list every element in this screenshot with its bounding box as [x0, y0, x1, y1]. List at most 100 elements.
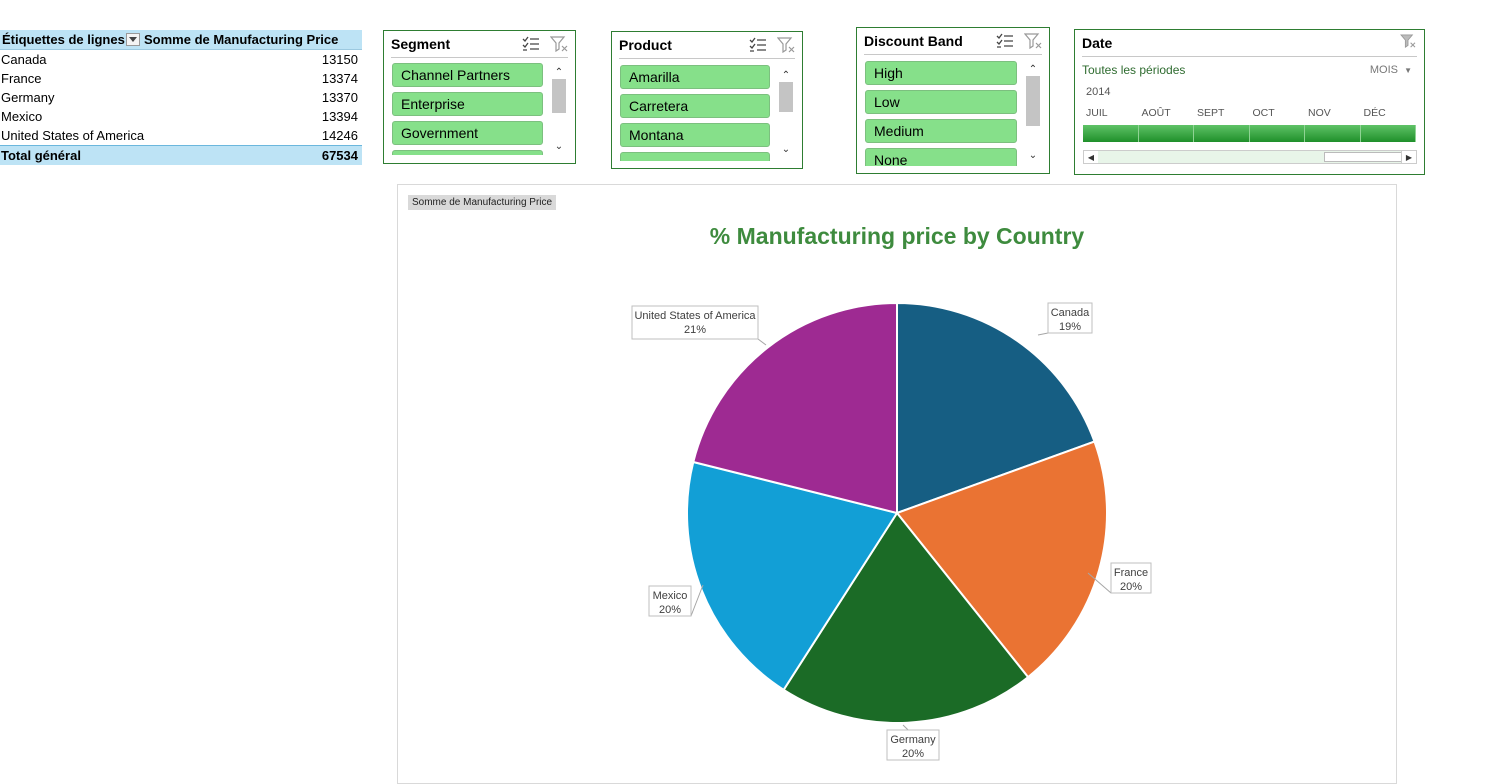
- pie-slice-canada[interactable]: [896, 301, 1096, 515]
- scroll-down-icon[interactable]: ⌄: [1028, 149, 1038, 161]
- scroll-thumb[interactable]: [552, 79, 566, 113]
- slicer-item[interactable]: Carretera: [620, 94, 770, 118]
- data-label-leader-line: [1087, 572, 1112, 594]
- pivot-row-value: 14246: [321, 128, 358, 143]
- data-label-leader-line: [757, 338, 767, 346]
- data-label-percent: 19%: [1059, 321, 1081, 333]
- slicer-item[interactable]: Low: [865, 90, 1017, 114]
- timeline-period-tile[interactable]: [1249, 125, 1305, 142]
- data-label-category: Canada: [1051, 307, 1090, 319]
- pivot-row-label: Mexico: [1, 109, 43, 124]
- timeline-level-dropdown[interactable]: MOIS ▼: [1370, 64, 1412, 76]
- data-label-box[interactable]: [886, 729, 940, 761]
- pivot-row-value: 13370: [321, 90, 358, 105]
- timeline-period-tile[interactable]: [1360, 125, 1416, 142]
- pie-slice-germany[interactable]: [782, 511, 1030, 724]
- slicer-item[interactable]: Enterprise: [392, 92, 543, 116]
- slicer-item[interactable]: [620, 152, 770, 161]
- scroll-left-icon[interactable]: ◀: [1084, 151, 1098, 163]
- product-slicer[interactable]: Product Amarilla Carretera Montana ⌃ ⌄: [611, 31, 803, 169]
- timeline-month: DÉC: [1363, 107, 1386, 119]
- slicer-item[interactable]: High: [865, 61, 1017, 85]
- scroll-up-icon[interactable]: ⌃: [554, 66, 564, 78]
- timeline-scrollbar[interactable]: ◀ ▶: [1083, 150, 1417, 164]
- pivot-total-label: Total général: [1, 148, 81, 163]
- date-timeline[interactable]: Date Toutes les périodes MOIS ▼ 2014 JUI…: [1074, 29, 1425, 175]
- chart-title: % Manufacturing price by Country: [709, 223, 1085, 249]
- data-label-category: United States of America: [634, 310, 756, 322]
- data-label-percent: 20%: [659, 604, 681, 616]
- timeline-period-tile[interactable]: [1083, 125, 1139, 142]
- pie-chart-area[interactable]: Somme de Manufacturing Price % Manufactu…: [397, 184, 1397, 784]
- data-label-category: Mexico: [653, 590, 688, 602]
- pie-slice-united-states-of-america[interactable]: [692, 301, 898, 515]
- clear-filter-icon[interactable]: [777, 37, 795, 53]
- pivot-header-row: Étiquettes de lignes Somme de Manufactur…: [0, 30, 362, 50]
- pivot-row[interactable]: Germany 13370: [0, 88, 362, 107]
- clear-filter-icon[interactable]: [1024, 33, 1042, 49]
- timeline-selection-bar[interactable]: [1083, 125, 1416, 142]
- pie-chart: Canada 19% France 20% Germany 20% Mexico 20% Uni…: [631, 301, 1152, 761]
- pivot-row-value: 13394: [321, 109, 358, 124]
- scroll-right-icon[interactable]: ▶: [1401, 151, 1416, 163]
- data-label-box[interactable]: [648, 585, 692, 617]
- pivot-filter-dropdown-icon[interactable]: [126, 33, 140, 46]
- pivot-row-label: Canada: [1, 52, 47, 67]
- segment-slicer-title: Segment: [391, 36, 451, 52]
- timeline-period-tile[interactable]: [1305, 125, 1361, 142]
- slicer-scrollbar[interactable]: ⌃ ⌄: [551, 65, 567, 155]
- scroll-thumb[interactable]: [1324, 152, 1402, 162]
- product-slicer-title: Product: [619, 37, 672, 53]
- slicer-item[interactable]: None: [865, 148, 1017, 166]
- segment-slicer[interactable]: Segment Channel Partners Enterprise Gove…: [383, 30, 576, 164]
- slicer-item[interactable]: Montana: [620, 123, 770, 147]
- timeline-all-periods: Toutes les périodes: [1082, 63, 1186, 77]
- clear-filter-icon[interactable]: [550, 36, 568, 52]
- timeline-period-tile[interactable]: [1138, 125, 1194, 142]
- pie-slice-france[interactable]: [895, 440, 1108, 679]
- scroll-thumb[interactable]: [779, 82, 793, 112]
- scroll-up-icon[interactable]: ⌃: [1028, 63, 1038, 75]
- multi-select-icon[interactable]: [522, 36, 540, 52]
- slicer-item[interactable]: Amarilla: [620, 65, 770, 89]
- scroll-down-icon[interactable]: ⌄: [554, 140, 564, 152]
- clear-filter-icon[interactable]: [1400, 34, 1416, 48]
- pivot-row-value: 13374: [321, 71, 358, 86]
- data-label-percent: 20%: [1120, 581, 1142, 593]
- slicer-scrollbar[interactable]: ⌃ ⌄: [778, 68, 794, 160]
- timeline-month: OCT: [1252, 107, 1275, 119]
- slicer-scrollbar[interactable]: ⌃ ⌄: [1025, 62, 1041, 164]
- pivot-total-value: 67534: [321, 148, 358, 163]
- discount-band-slicer[interactable]: Discount Band High Low Medium None ⌃ ⌄: [856, 27, 1050, 174]
- chevron-down-icon: ▼: [1404, 66, 1412, 75]
- multi-select-icon[interactable]: [996, 33, 1014, 49]
- pivot-row[interactable]: Canada 13150: [0, 50, 362, 69]
- pivot-row[interactable]: United States of America 14246: [0, 126, 362, 145]
- pie-slice-mexico[interactable]: [686, 460, 899, 692]
- pivot-row-label: United States of America: [1, 128, 145, 143]
- scroll-thumb[interactable]: [1026, 76, 1040, 126]
- slicer-item[interactable]: Medium: [865, 119, 1017, 143]
- timeline-month: SEPT: [1197, 107, 1225, 119]
- scroll-down-icon[interactable]: ⌄: [781, 143, 791, 155]
- slicer-item[interactable]: Government: [392, 121, 543, 145]
- data-label-box[interactable]: [631, 305, 759, 340]
- timeline-month: NOV: [1308, 107, 1331, 119]
- data-label-percent: 20%: [902, 748, 924, 760]
- pivot-value-header: Somme de Manufacturing Price: [144, 32, 339, 47]
- multi-select-icon[interactable]: [749, 37, 767, 53]
- data-label-box[interactable]: [1047, 302, 1093, 334]
- data-label-leader-line: [1037, 332, 1049, 336]
- pivot-row[interactable]: France 13374: [0, 69, 362, 88]
- timeline-period-tile[interactable]: [1194, 125, 1250, 142]
- slicer-item[interactable]: Channel Partners: [392, 63, 543, 87]
- pivot-row[interactable]: Mexico 13394: [0, 107, 362, 126]
- pivot-table: Étiquettes de lignes Somme de Manufactur…: [0, 30, 362, 165]
- scroll-up-icon[interactable]: ⌃: [781, 69, 791, 81]
- pivot-row-header: Étiquettes de lignes: [2, 32, 125, 47]
- pivot-total-row[interactable]: Total général 67534: [0, 145, 362, 165]
- data-label-box[interactable]: [1110, 562, 1152, 594]
- slicer-item[interactable]: [392, 150, 543, 155]
- chart-field-button[interactable]: Somme de Manufacturing Price: [408, 195, 557, 210]
- pivot-row-value: 13150: [321, 52, 358, 67]
